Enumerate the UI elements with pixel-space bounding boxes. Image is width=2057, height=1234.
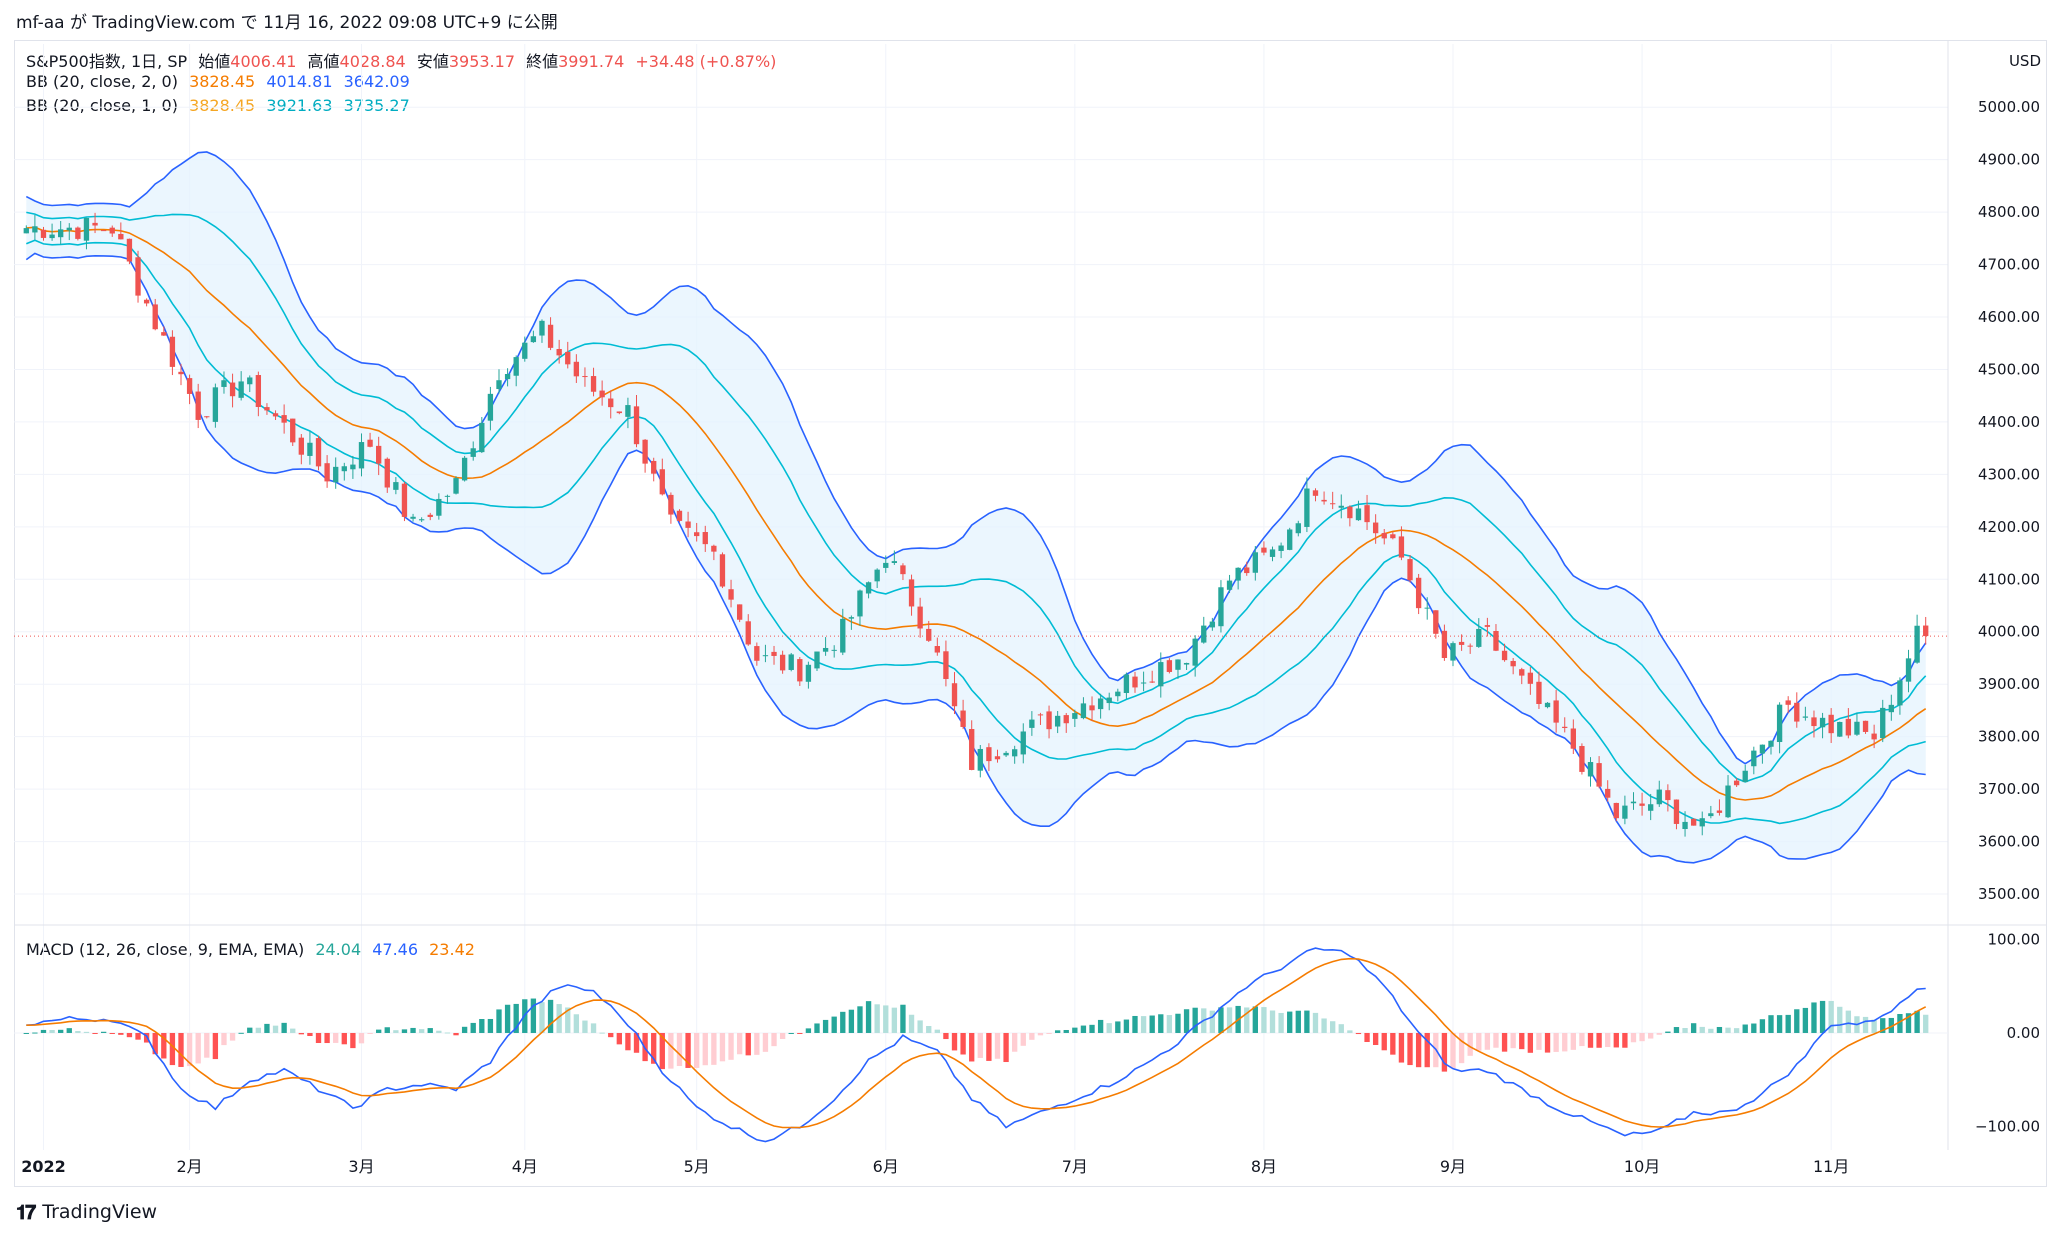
macd-signal-value: 23.42 [429,940,475,959]
chart-frame [14,40,2047,1187]
low-value: 3953.17 [448,52,515,71]
low-label: 安値 [416,52,449,71]
tv-logo-icon: 𝟏𝟕 [16,1200,36,1224]
bb1-mid: 3828.45 [189,96,256,115]
bb2-up: 4014.81 [266,72,333,91]
macd-label: MACD (12, 26, close, 9, EMA, EMA) [26,940,305,959]
bb1-low: 3735.27 [343,96,410,115]
symbol-label: S&P500指数, 1日, SP [26,52,188,71]
open-value: 4006.41 [230,52,297,71]
macd-legend: MACD (12, 26, close, 9, EMA, EMA) 24.04 … [26,940,481,959]
bb1-label: BB (20, close, 1, 0) [26,96,178,115]
bb1-legend: BB (20, close, 1, 0) 3828.45 3921.63 373… [26,96,416,115]
bb1-up: 3921.63 [266,96,333,115]
price-legend: S&P500指数, 1日, SP 始値4006.41 高値4028.84 安値3… [26,48,782,72]
macd-hist-value: 24.04 [315,940,362,959]
currency-label: USD [2008,52,2041,70]
close-value: 3991.74 [558,52,625,71]
tv-brand: TradingView [42,1201,158,1223]
open-label: 始値 [198,52,231,71]
tradingview-logo[interactable]: 𝟏𝟕 TradingView [16,1200,157,1224]
bb2-label: BB (20, close, 2, 0) [26,72,178,91]
publish-header: mf-aa が TradingView.com で 11月 16, 2022 0… [16,13,558,33]
bb2-legend: BB (20, close, 2, 0) 3828.45 4014.81 364… [26,72,416,91]
bb2-mid: 3828.45 [189,72,256,91]
close-label: 終値 [526,52,559,71]
macd-line-value: 47.46 [372,940,419,959]
bb2-low: 3642.09 [343,72,410,91]
high-value: 4028.84 [339,52,406,71]
change-value: +34.48 (+0.87%) [635,52,777,71]
high-label: 高値 [307,52,340,71]
